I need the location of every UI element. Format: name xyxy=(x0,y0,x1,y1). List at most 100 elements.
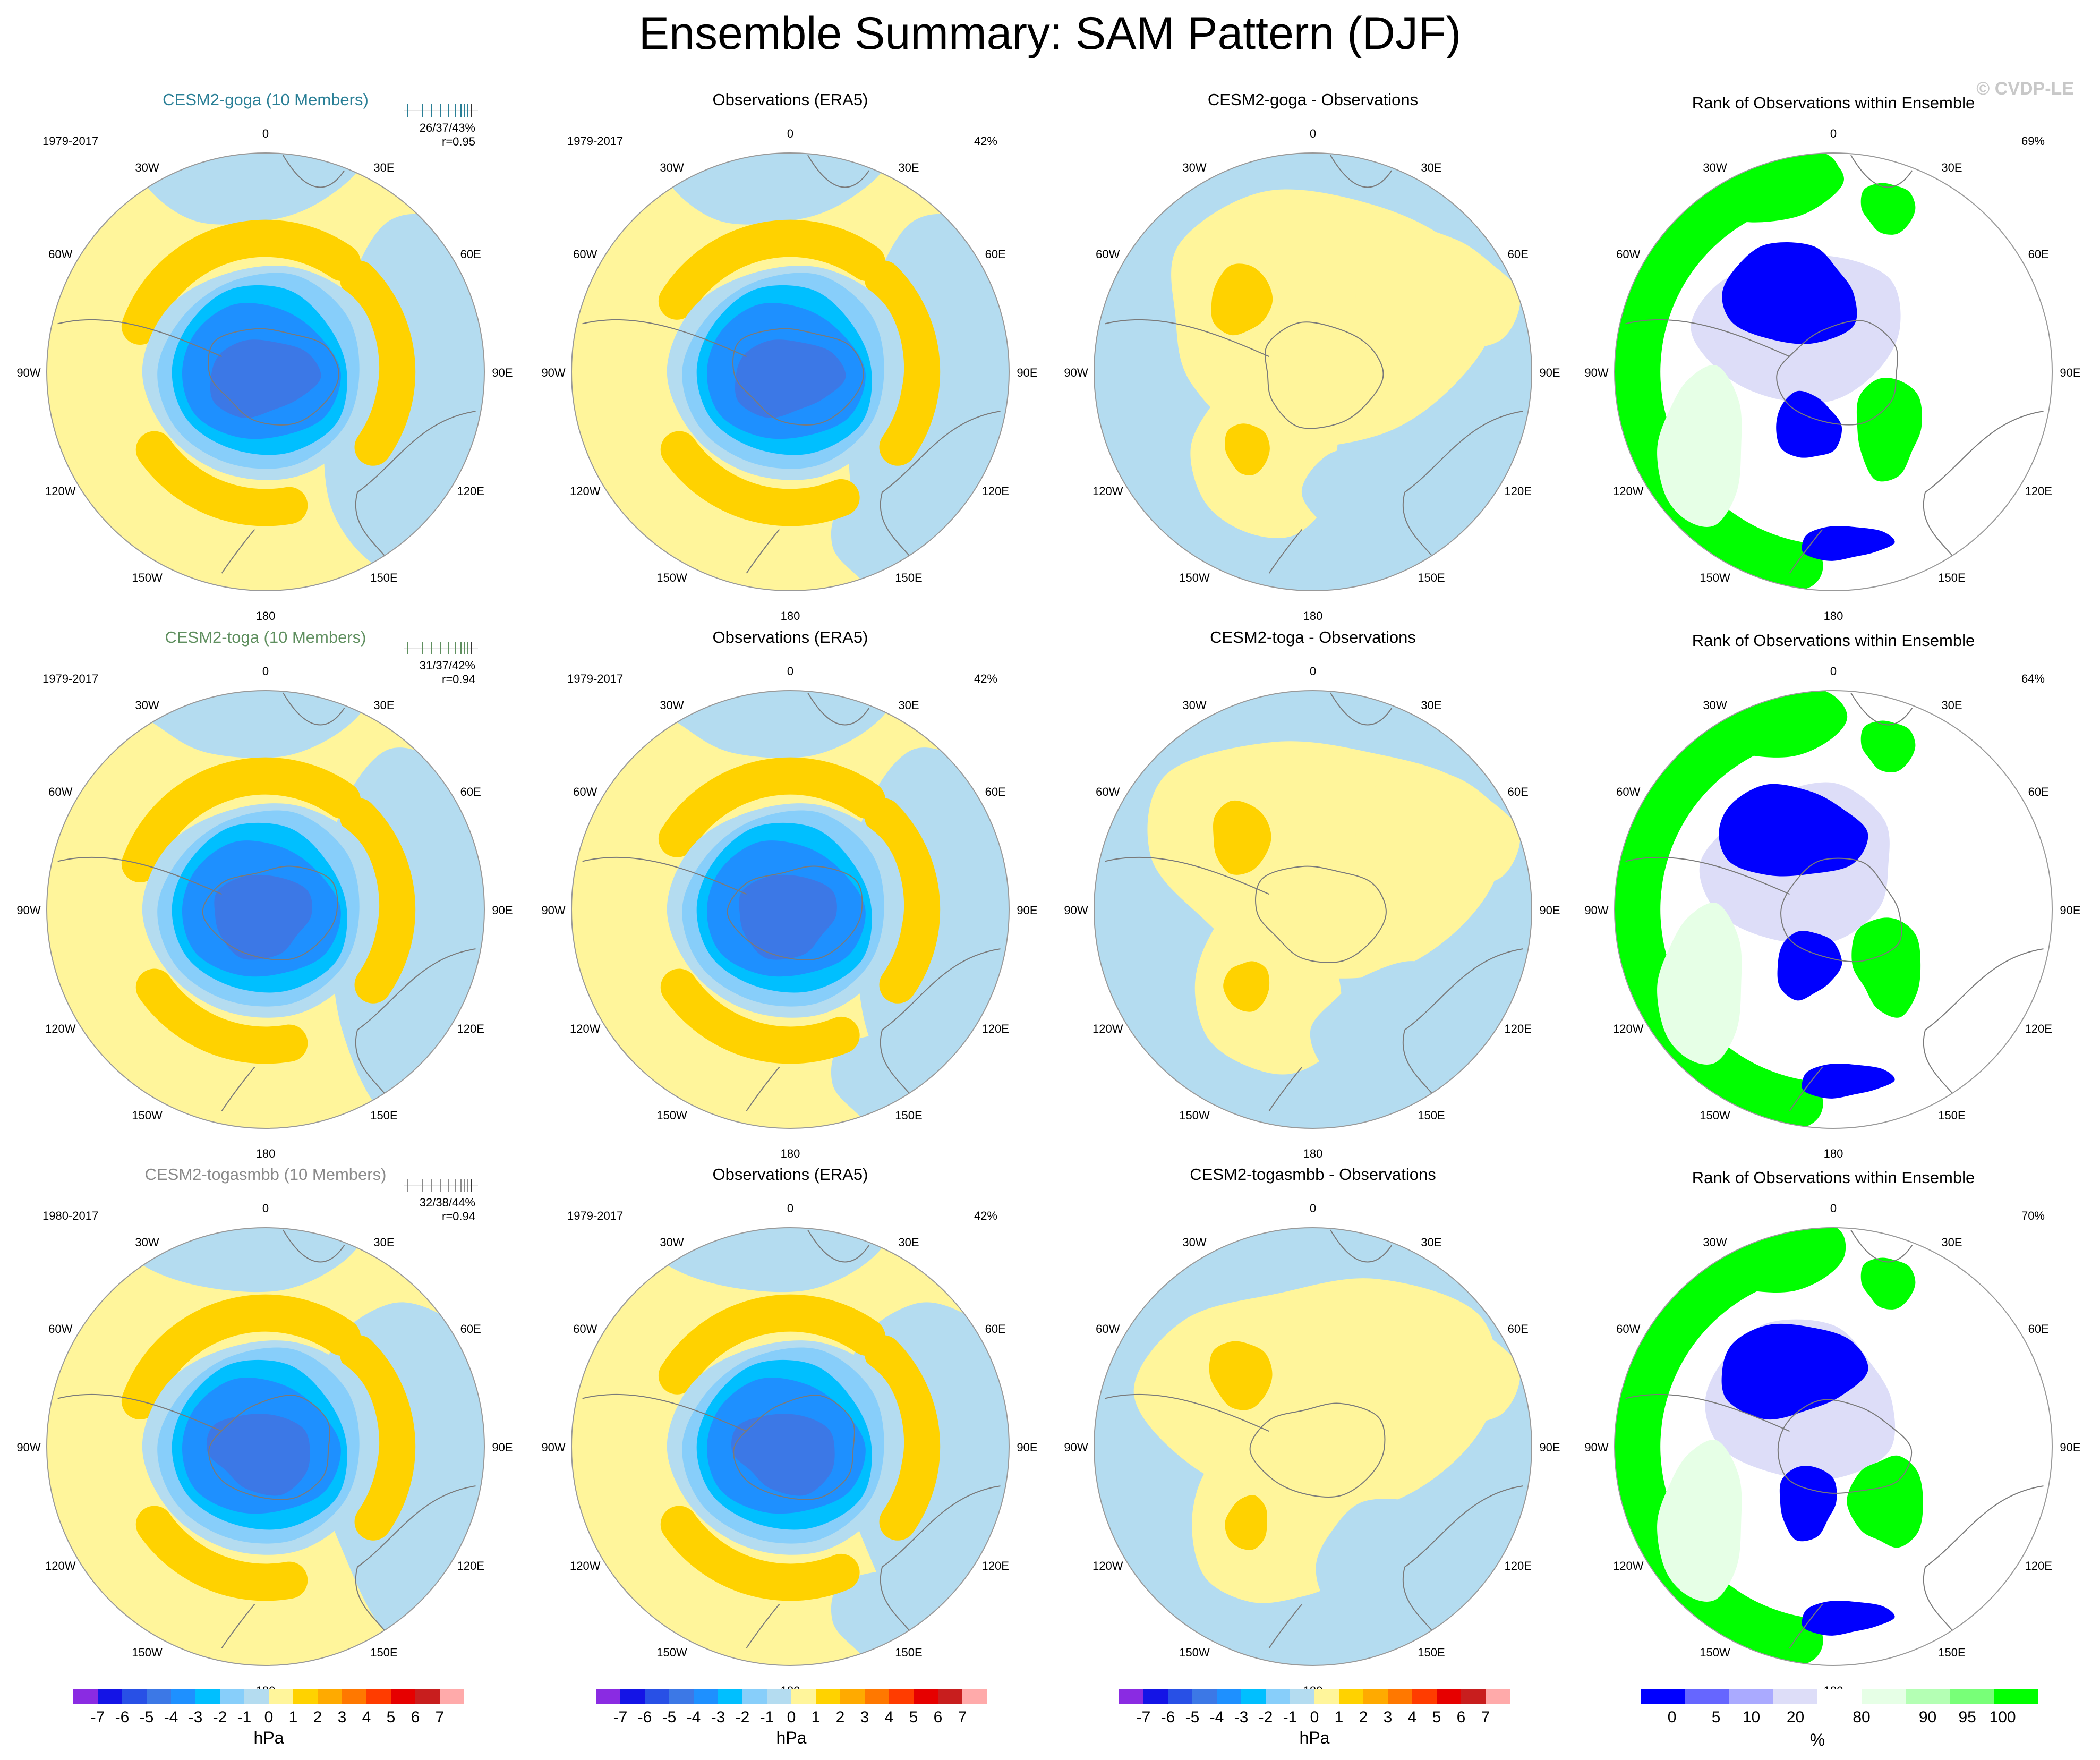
lon-label: 60E xyxy=(460,248,481,261)
lon-label: 30E xyxy=(1421,161,1441,174)
colorbar-swatch xyxy=(1862,1689,1906,1704)
lon-label: 90W xyxy=(541,366,565,379)
high-rank-region xyxy=(1847,1455,1923,1548)
lon-label: 60W xyxy=(48,248,72,261)
observations-period: 1979-2017 xyxy=(567,1209,623,1222)
colorbar-tick-label: -5 xyxy=(662,1708,677,1726)
rank-percent: 69% xyxy=(2021,134,2045,148)
rank-panel: Rank of Observations within Ensemble 64% 0… xyxy=(1584,631,2080,1160)
lon-label: 180 xyxy=(1824,609,1843,623)
lon-label: 90E xyxy=(2060,366,2080,379)
colorbar-swatch xyxy=(620,1689,645,1704)
colorbar-swatch xyxy=(1817,1689,1862,1704)
lon-label: 120E xyxy=(982,484,1009,498)
africa-outline xyxy=(1850,692,1913,726)
positive-band xyxy=(660,1506,860,1601)
negative-region xyxy=(633,1228,891,1293)
colorbar-swatch xyxy=(669,1689,694,1704)
lon-label: 0 xyxy=(262,1202,269,1215)
antarctica-outline xyxy=(1255,865,1387,963)
lon-label: 150E xyxy=(370,1646,397,1659)
africa-outline xyxy=(283,692,345,726)
observations-panel: Observations (ERA5) 1979-2017 42% 0 30E 60E 90… xyxy=(541,90,1037,623)
colorbar-swatch xyxy=(122,1689,147,1704)
lon-label: 30W xyxy=(135,161,159,174)
lon-label: 120E xyxy=(2025,484,2052,498)
lon-label: 30W xyxy=(135,699,159,712)
positive-band xyxy=(864,260,941,466)
difference-panel: CESM2-goga - Observations 0 30E 60E 90E 120E 1… xyxy=(1064,90,1560,623)
map-field xyxy=(47,153,484,591)
positive-band xyxy=(864,1335,941,1541)
negative-region xyxy=(831,1570,991,1665)
member-ticks xyxy=(404,104,478,117)
positive-max xyxy=(1211,263,1273,336)
low-core xyxy=(206,1414,310,1496)
lon-label: 120E xyxy=(2025,1022,2052,1035)
model-period: 1979-2017 xyxy=(42,672,98,685)
colorbar-swatch xyxy=(938,1689,962,1704)
map-boundary xyxy=(571,690,1010,1129)
lon-label: 150E xyxy=(895,1646,922,1659)
correlation-readout: r=0.94 xyxy=(442,1210,475,1223)
colorbar-tick-label: -3 xyxy=(189,1708,203,1726)
positive-band xyxy=(121,1294,361,1420)
australia-outline xyxy=(880,948,1001,1098)
antarctica-outline xyxy=(727,865,863,960)
new-zealand-outline xyxy=(746,1603,780,1648)
colorbar-tick-label: 6 xyxy=(1457,1708,1466,1726)
lon-label: 30E xyxy=(1421,699,1441,712)
correlation-readout: r=0.94 xyxy=(442,673,475,686)
colorbar-swatch xyxy=(1906,1689,1950,1704)
model-title: CESM2-goga (10 Members) xyxy=(163,90,369,109)
lon-label: 150W xyxy=(1700,1109,1730,1122)
africa-outline xyxy=(1850,155,1913,188)
colorbar-swatch xyxy=(889,1689,914,1704)
map-field xyxy=(47,1228,484,1665)
lon-label: 0 xyxy=(1830,1202,1837,1215)
lon-label: 60E xyxy=(1508,248,1529,261)
observations-title: Observations (ERA5) xyxy=(713,628,868,647)
colorbar-swatch xyxy=(171,1689,195,1704)
colorbar-swatch xyxy=(596,1689,620,1704)
lon-label: 60E xyxy=(2028,1322,2049,1336)
lon-label: 150W xyxy=(132,1646,163,1659)
colorbar-swatch xyxy=(1412,1689,1437,1704)
difference-title: CESM2-toga - Observations xyxy=(1210,628,1416,647)
colorbar-swatch xyxy=(1168,1689,1192,1704)
colorbar-swatch xyxy=(645,1689,669,1704)
lon-label: 30E xyxy=(373,699,394,712)
south-america-outline xyxy=(57,319,223,358)
map-field xyxy=(571,691,1009,1128)
lon-label: 60E xyxy=(2028,248,2049,261)
positive-band xyxy=(339,798,416,1004)
colorbar-tick-label: 1 xyxy=(289,1708,298,1726)
colorbar-tick-label: 95 xyxy=(1959,1708,1976,1726)
negative-region xyxy=(831,495,991,591)
low-rank-region xyxy=(1802,1064,1895,1099)
lon-label: 90E xyxy=(2060,904,2080,917)
map-field xyxy=(47,691,484,1128)
positive-region xyxy=(1355,766,1521,891)
rank-percent: 64% xyxy=(2021,672,2045,685)
colorbar-swatch xyxy=(342,1689,366,1704)
map-boundary xyxy=(571,1227,1010,1666)
colorbar-tick-label: 7 xyxy=(1481,1708,1490,1726)
colorbar-swatch xyxy=(73,1689,98,1704)
high-rank-region xyxy=(1860,720,1916,772)
lon-label: 90E xyxy=(1017,1441,1037,1454)
colorbar-tick-label: 4 xyxy=(1408,1708,1417,1726)
low-rank-region xyxy=(1722,242,1857,344)
colorbar-tick-label: 2 xyxy=(1359,1708,1368,1726)
low-rank-region xyxy=(1777,931,1842,1001)
south-america-outline xyxy=(1105,856,1270,895)
stats-readout: 31/37/42% xyxy=(420,659,475,672)
negative-region xyxy=(831,1033,991,1128)
colorbar-tick-label: 5 xyxy=(387,1708,396,1726)
lon-label: 180 xyxy=(781,1147,800,1160)
colorbar-tick-label: 4 xyxy=(885,1708,894,1726)
observations-panel: Observations (ERA5) 1979-2017 42% 0 30E 60E 90… xyxy=(541,1165,1037,1697)
colorbar-tick-label: -4 xyxy=(687,1708,701,1726)
lon-label: 90E xyxy=(1539,1441,1560,1454)
lon-label: 60E xyxy=(2028,785,2049,798)
